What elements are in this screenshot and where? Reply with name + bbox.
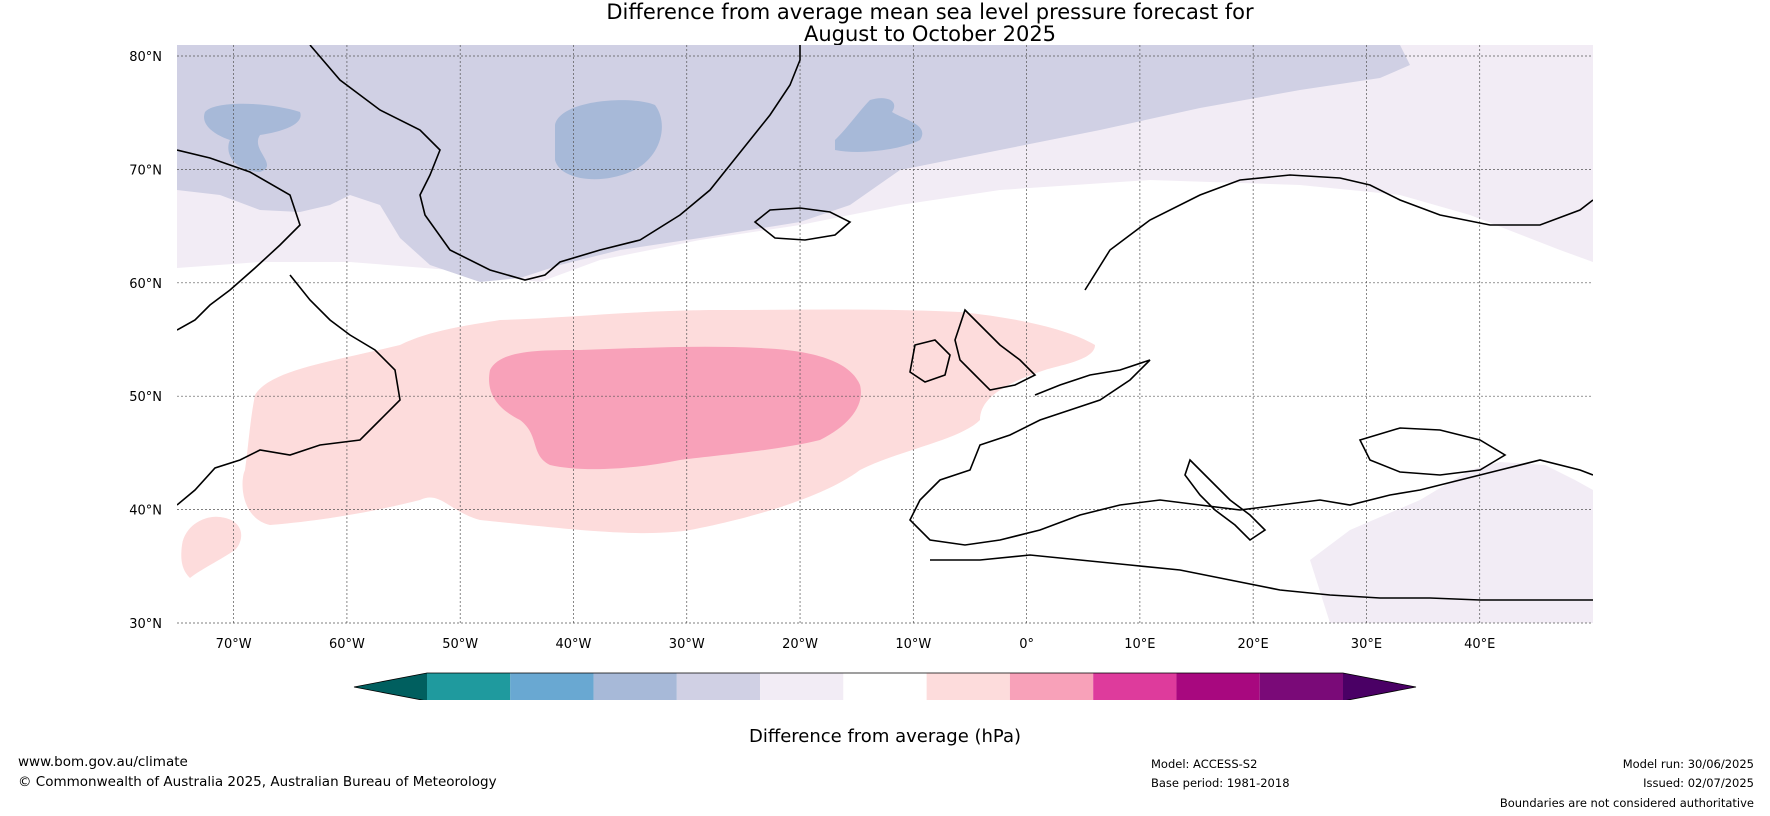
- coastlines: [177, 45, 1593, 601]
- colorbar-segment: [760, 673, 844, 700]
- colorbar-outline: [353, 672, 1417, 700]
- footer-issued: Issued: 02/07/2025: [1643, 776, 1754, 790]
- coastline-labrador: [177, 274, 401, 506]
- longitude-label: 10°E: [1124, 637, 1155, 652]
- map-gridlines: [177, 45, 1593, 624]
- latitude-label: 40°N: [129, 504, 162, 519]
- anomaly-region-minus-2-to-minus-1.5: [835, 98, 923, 152]
- footer-model: Model: ACCESS-S2: [1151, 757, 1258, 771]
- latitude-labels: 80°N 70°N 60°N 50°N 40°N 30°N: [129, 50, 162, 632]
- coastline-ireland: [909, 339, 951, 383]
- longitude-label: 0°: [1019, 637, 1034, 652]
- colorbar-segment: [843, 673, 927, 700]
- colorbar-segment: [1009, 673, 1094, 700]
- coastline-italy: [1184, 458, 1267, 542]
- colorbar-segment: [510, 673, 594, 700]
- colorbar-segment: [427, 673, 511, 700]
- pressure-anomaly-map: 80°N 70°N 60°N 50°N 40°N 30°N 70°W 60°W 50°W 40°…: [129, 45, 1593, 700]
- footer-base-period: Base period: 1981-2018: [1151, 776, 1290, 790]
- longitude-label: 30°W: [669, 637, 705, 652]
- colorbar-segment: [1176, 673, 1260, 700]
- longitude-label: 20°W: [782, 637, 818, 652]
- longitude-label: 40°W: [556, 637, 592, 652]
- colorbar-segment: [593, 673, 677, 700]
- footer-disclaimer: Boundaries are not considered authoritat…: [1499, 796, 1754, 810]
- longitude-label: 50°W: [442, 637, 478, 652]
- longitude-labels: 70°W 60°W 50°W 40°W 30°W 20°W 10°W 0° 10°E 20°E 30…: [216, 637, 1496, 652]
- longitude-label: 30°E: [1351, 637, 1382, 652]
- footer-model-run: Model run: 30/06/2025: [1622, 757, 1754, 771]
- coastline-canada-arctic: [177, 149, 301, 331]
- latitude-label: 70°N: [129, 163, 162, 178]
- longitude-label: 40°E: [1464, 637, 1495, 652]
- coastline-north-africa: [930, 554, 1593, 601]
- title-line-2: August to October 2025: [803, 22, 1057, 46]
- anomaly-fields: [177, 45, 1593, 623]
- coastline-greenland: [309, 45, 801, 281]
- colorbar-segment: [926, 673, 1010, 700]
- colorbar-segment: [1093, 673, 1177, 700]
- longitude-label: 20°E: [1238, 637, 1269, 652]
- anomaly-region-minus-1-to-minus-0.5: [1310, 462, 1593, 623]
- anomaly-region-plus-0.5-to-1: [181, 516, 242, 578]
- colorbar-label: Difference from average (hPa): [748, 726, 1022, 747]
- anomaly-region-plus-1-to-1.5: [489, 346, 861, 470]
- latitude-label: 50°N: [129, 390, 162, 405]
- latitude-label: 80°N: [129, 50, 162, 65]
- coastline-scandinavia: [1084, 174, 1593, 291]
- colorbar: -4-3-2-1.5-1-0.50.511.5234: [353, 672, 1417, 700]
- longitude-label: 60°W: [329, 637, 365, 652]
- footer-copyright: © Commonwealth of Australia 2025, Austra…: [18, 774, 497, 790]
- colorbar-segment: [676, 673, 761, 700]
- latitude-label: 30°N: [129, 617, 162, 632]
- longitude-label: 70°W: [216, 637, 252, 652]
- colorbar-segment: [1259, 673, 1343, 700]
- anomaly-region-minus-2-to-minus-1.5: [555, 100, 662, 180]
- footer-url: www.bom.gov.au/climate: [18, 754, 188, 770]
- anomaly-region-minus-2-to-minus-1.5: [204, 103, 301, 172]
- coastline-british-isles: [954, 308, 1037, 391]
- longitude-label: 10°W: [895, 637, 931, 652]
- coastline-iceland: [753, 207, 852, 241]
- coastline-black-sea: [1358, 427, 1507, 476]
- colorbar-extend-high: [1343, 673, 1416, 700]
- colorbar-extend-low: [354, 673, 427, 700]
- latitude-label: 60°N: [129, 277, 162, 292]
- coastline-western-europe: [909, 359, 1593, 546]
- anomaly-region-minus-1.5-to-minus-1: [177, 45, 1410, 282]
- title-line-1: Difference from average mean sea level p…: [606, 0, 1254, 24]
